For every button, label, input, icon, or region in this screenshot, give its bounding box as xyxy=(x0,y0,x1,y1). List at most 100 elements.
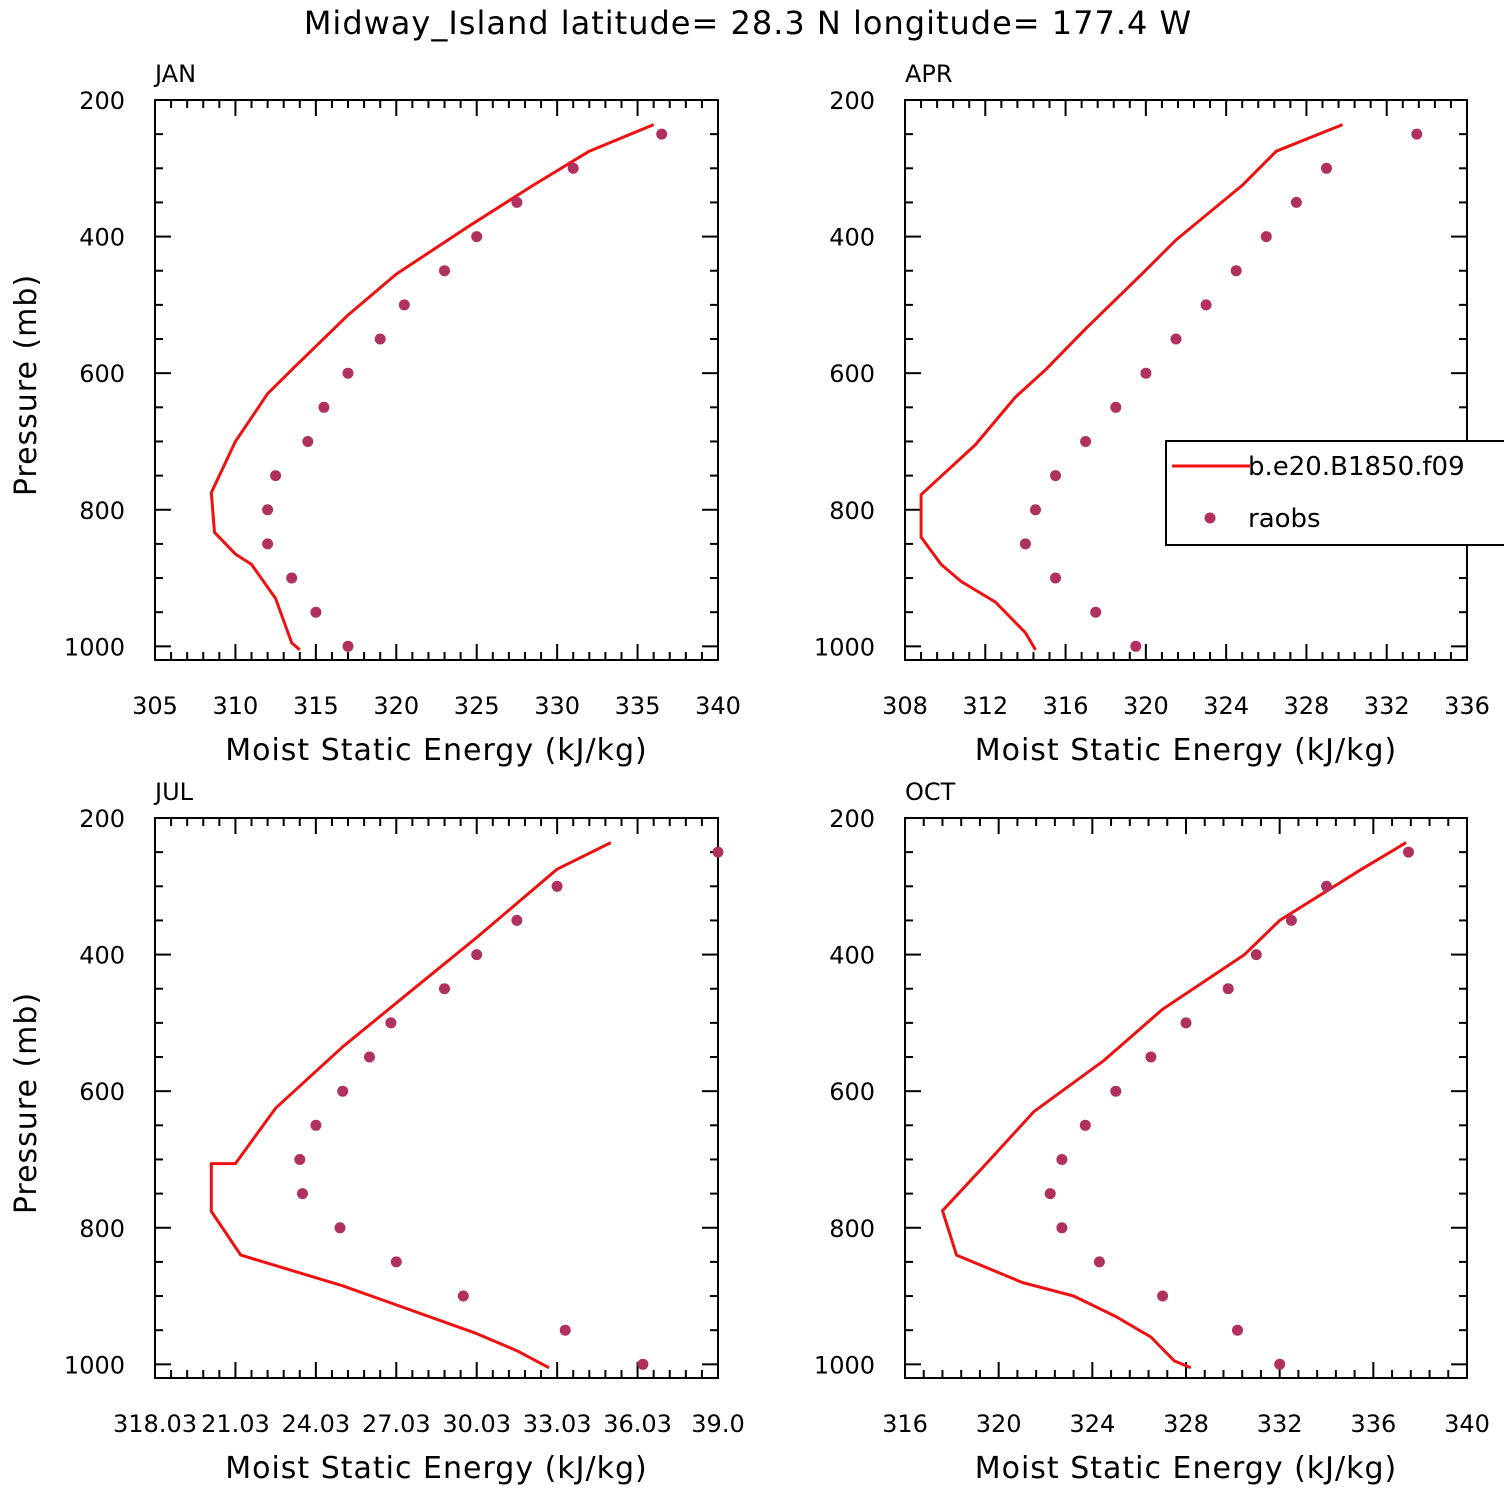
x-axis-label: Moist Static Energy (kJ/kg) xyxy=(975,733,1398,768)
x-tick-label: 320 xyxy=(976,1410,1022,1438)
x-tick-label: 332 xyxy=(1257,1410,1303,1438)
y-tick-label: 400 xyxy=(829,942,875,970)
y-tick-label: 1000 xyxy=(814,633,875,661)
legend-box xyxy=(1165,440,1504,546)
y-tick-label: 400 xyxy=(829,224,875,252)
data-point-raobs xyxy=(270,470,282,482)
data-point-raobs xyxy=(1090,606,1102,618)
data-point-raobs xyxy=(1260,231,1272,243)
x-tick-label: 24.03 xyxy=(281,1410,350,1438)
data-point-raobs xyxy=(1044,1188,1056,1200)
data-point-raobs xyxy=(1274,1358,1286,1370)
panel-title: JAN xyxy=(153,60,196,88)
data-point-raobs xyxy=(1222,983,1234,995)
data-point-raobs xyxy=(1056,1222,1068,1234)
data-point-raobs xyxy=(1110,1085,1122,1097)
x-tick-label: 30.03 xyxy=(442,1410,511,1438)
panel-title: APR xyxy=(905,60,953,88)
x-tick-label: 312 xyxy=(962,692,1008,720)
y-tick-label: 600 xyxy=(79,1078,125,1106)
data-point-raobs xyxy=(1170,333,1182,345)
x-tick-label: 315 xyxy=(293,692,339,720)
panel-jan: JAN 305 310 315 320 325 330 335 340 200 400 600 800 1… xyxy=(9,60,741,768)
data-point-raobs xyxy=(439,265,450,277)
x-tick-label: 328 xyxy=(1163,1410,1209,1438)
series-line-model xyxy=(209,841,612,1370)
data-point-raobs xyxy=(559,1324,571,1336)
data-point-raobs xyxy=(1093,1256,1105,1268)
y-tick-label: 600 xyxy=(829,360,875,388)
x-tick-label: 340 xyxy=(1444,1410,1490,1438)
data-point-raobs xyxy=(364,1051,375,1063)
data-point-raobs xyxy=(374,333,386,345)
x-tick-label: 308 xyxy=(882,692,928,720)
data-point-raobs xyxy=(297,1188,308,1200)
y-tick-label: 1000 xyxy=(64,1351,125,1379)
series-line-model xyxy=(941,841,1407,1370)
x-tick-label: 336 xyxy=(1444,692,1490,720)
y-tick-label: 200 xyxy=(79,87,125,115)
x-tick-label: 21.03 xyxy=(201,1410,270,1438)
data-point-raobs xyxy=(342,367,354,379)
y-axis-label: Pressure (mb) xyxy=(9,274,44,496)
data-point-raobs xyxy=(1080,436,1092,447)
plot-frame xyxy=(154,99,719,661)
data-point-raobs xyxy=(1019,538,1031,550)
x-axis-label: Moist Static Energy (kJ/kg) xyxy=(225,1451,648,1486)
data-point-raobs xyxy=(457,1290,469,1302)
x-axis-label: Moist Static Energy (kJ/kg) xyxy=(225,733,648,768)
x-tick-label: 320 xyxy=(373,692,419,720)
x-tick-label: 318.03 xyxy=(113,1410,197,1438)
data-point-raobs xyxy=(334,1222,346,1234)
x-tick-label: 340 xyxy=(695,692,741,720)
x-tick-label: 324 xyxy=(1203,692,1249,720)
series-line-model xyxy=(209,123,655,651)
data-point-raobs xyxy=(1056,1154,1068,1165)
x-tick-label: 330 xyxy=(534,692,580,720)
data-point-raobs xyxy=(294,1154,306,1165)
x-tick-label: 39.0 xyxy=(691,1410,744,1438)
x-tick-label: 332 xyxy=(1364,692,1410,720)
data-point-raobs xyxy=(656,128,668,140)
x-tick-label: 316 xyxy=(1043,692,1089,720)
data-point-raobs xyxy=(1079,1119,1091,1131)
data-point-raobs xyxy=(1180,1017,1192,1029)
data-point-raobs xyxy=(1157,1290,1169,1302)
series-line-model xyxy=(919,123,1344,651)
data-point-raobs xyxy=(1130,640,1142,652)
panel-oct: OCT 316 320 324 328 332 336 340 200 400 600 800 1000… xyxy=(814,778,1490,1486)
y-tick-label: 1000 xyxy=(814,1351,875,1379)
data-point-raobs xyxy=(511,196,523,208)
panel-jul: JUL 318.03 21.03 24.03 27.03 30.03 33.03 36.03 3… xyxy=(9,778,745,1486)
data-point-raobs xyxy=(302,436,314,447)
y-tick-label: 200 xyxy=(79,805,125,833)
y-tick-label: 400 xyxy=(79,942,125,970)
data-point-raobs xyxy=(1285,914,1297,926)
y-tick-label: 800 xyxy=(79,1215,125,1243)
data-point-raobs xyxy=(262,538,274,550)
plot-frame xyxy=(154,817,719,1379)
data-point-raobs xyxy=(398,299,410,311)
data-point-raobs xyxy=(637,1358,649,1370)
y-tick-label: 600 xyxy=(79,360,125,388)
x-tick-label: 27.03 xyxy=(362,1410,431,1438)
data-point-raobs xyxy=(342,640,354,652)
data-point-raobs xyxy=(1321,880,1332,892)
data-point-raobs xyxy=(286,572,298,584)
data-point-raobs xyxy=(1411,128,1423,140)
data-point-raobs xyxy=(1321,162,1332,174)
x-axis-label: Moist Static Energy (kJ/kg) xyxy=(975,1451,1398,1486)
x-tick-label: 320 xyxy=(1123,692,1169,720)
data-point-raobs xyxy=(1290,196,1302,208)
x-tick-label: 305 xyxy=(132,692,178,720)
legend-label: raobs xyxy=(1248,504,1321,534)
data-point-raobs xyxy=(1050,470,1061,482)
y-tick-label: 200 xyxy=(829,87,875,115)
data-point-raobs xyxy=(511,914,523,926)
data-point-raobs xyxy=(1403,846,1414,858)
x-tick-label: 336 xyxy=(1350,1410,1396,1438)
panel-title: JUL xyxy=(153,778,194,806)
data-point-raobs xyxy=(310,1119,322,1131)
x-tick-label: 36.03 xyxy=(603,1410,672,1438)
legend-marker-swatch xyxy=(1204,512,1216,524)
